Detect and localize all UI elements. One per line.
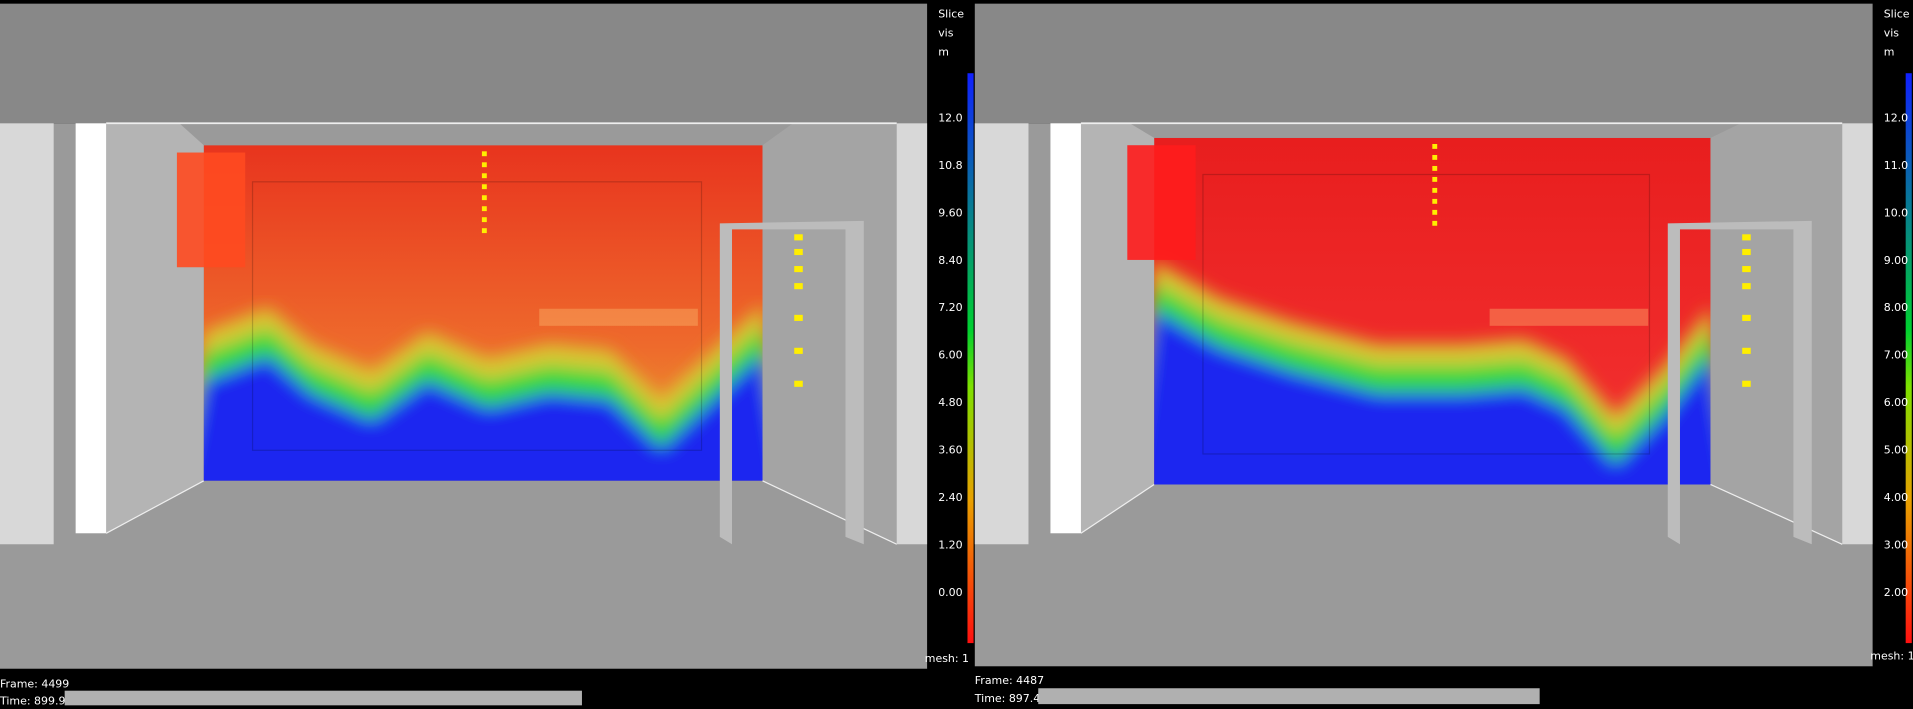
colorbar-tick-label: 10.0 [1884,206,1908,219]
sensor [1432,144,1437,149]
time-slider[interactable] [1038,688,1539,704]
sensor [1742,234,1751,240]
colorbar-tick-label: 10.8 [938,159,962,172]
colorbar-header: Slice [938,8,964,21]
sensor [794,315,803,321]
right-wall [763,123,897,544]
colorbar-header: m [938,45,949,58]
vent [1127,145,1195,260]
viewer-panel: Slice vis m 12.0 11.0 10.0 9.00 8.00 7.00 6.00 5.0… [974,0,1913,705]
colorbar-tick-label: 3.60 [938,444,962,457]
vent [177,153,245,268]
scene-sky [0,4,927,124]
colorbar-header: Slice [1884,8,1910,21]
colorbar-tick-label: 12.0 [1884,111,1908,124]
sensor [794,283,803,289]
sensor [794,381,803,387]
time-slider[interactable] [65,691,582,706]
viewer-panel: Slice vis m 12.0 10.8 9.60 8.40 7.20 6.00 4.80 3.6… [0,0,975,708]
colorbar-tick-label: 8.40 [938,254,962,267]
sensor [1432,177,1437,182]
colorbar-tick-label: 7.20 [938,301,962,314]
sensor [482,173,487,178]
colorbar-tick-label: 2.00 [1884,586,1908,599]
right-panel [1842,123,1873,544]
sensor [1742,249,1751,255]
right-wall [1710,123,1842,544]
sensor [1432,199,1437,204]
sensor [482,151,487,156]
colorbar-tick-label: 6.00 [1884,396,1908,409]
colorbar-tick-label: 0.00 [938,586,962,599]
sensor [1742,283,1751,289]
time-label: Time: 899.9 [0,695,65,708]
left-pillar [76,123,107,533]
beam [1490,309,1649,326]
mesh-label: mesh: 1 [1870,650,1913,663]
sensor [1742,266,1751,272]
left-pillar [1050,123,1081,533]
sensor [1742,381,1751,387]
sensor [794,348,803,354]
colorbar-tick-label: 3.00 [1884,539,1908,552]
mesh-label: mesh: 1 [925,652,969,665]
frame-label: Frame: 4499 [0,678,69,691]
colorbar-tick-label: 4.00 [1884,491,1908,504]
colorbar-tick-label: 9.00 [1884,254,1908,267]
colorbar-tick-label: 2.40 [938,491,962,504]
time-label: Time: 897.4 [974,692,1040,705]
left-panel [0,123,54,544]
sensor [482,195,487,200]
colorbar [967,73,973,643]
colorbar-tick-label: 8.00 [1884,301,1908,314]
sensor [794,266,803,272]
scene-sky [975,4,1873,124]
colorbar-tick-label: 7.00 [1884,349,1908,362]
screenshot: Slice vis m 12.0 10.8 9.60 8.40 7.20 6.00 4.80 3.6… [0,0,1913,709]
sensor [482,162,487,167]
left-panel [975,123,1029,544]
sensor [482,206,487,211]
sensor [794,249,803,255]
colorbar-tick-label: 1.20 [938,539,962,552]
sensor [1432,210,1437,215]
sensor [1432,221,1437,226]
colorbar-header: vis [1884,27,1900,40]
sensor [482,217,487,222]
sensor [1432,188,1437,193]
frame-label: Frame: 4487 [975,674,1044,687]
sensor [1432,155,1437,160]
sensor [1742,315,1751,321]
sensor [482,184,487,189]
right-panel [897,123,928,544]
beam [539,309,698,326]
sensor [482,228,487,233]
colorbar-tick-label: 5.00 [1884,444,1908,457]
colorbar-tick-label: 11.0 [1884,159,1908,172]
colorbar-tick-label: 4.80 [938,396,962,409]
colorbar-tick-label: 9.60 [938,206,962,219]
slice [1130,138,1735,509]
colorbar-header: vis [938,27,954,40]
colorbar-tick-label: 6.00 [938,349,962,362]
sensor [1432,166,1437,171]
sensor [794,234,803,240]
sensor [1742,348,1751,354]
colorbar-header: m [1884,45,1895,58]
colorbar-tick-label: 12.0 [938,111,962,124]
